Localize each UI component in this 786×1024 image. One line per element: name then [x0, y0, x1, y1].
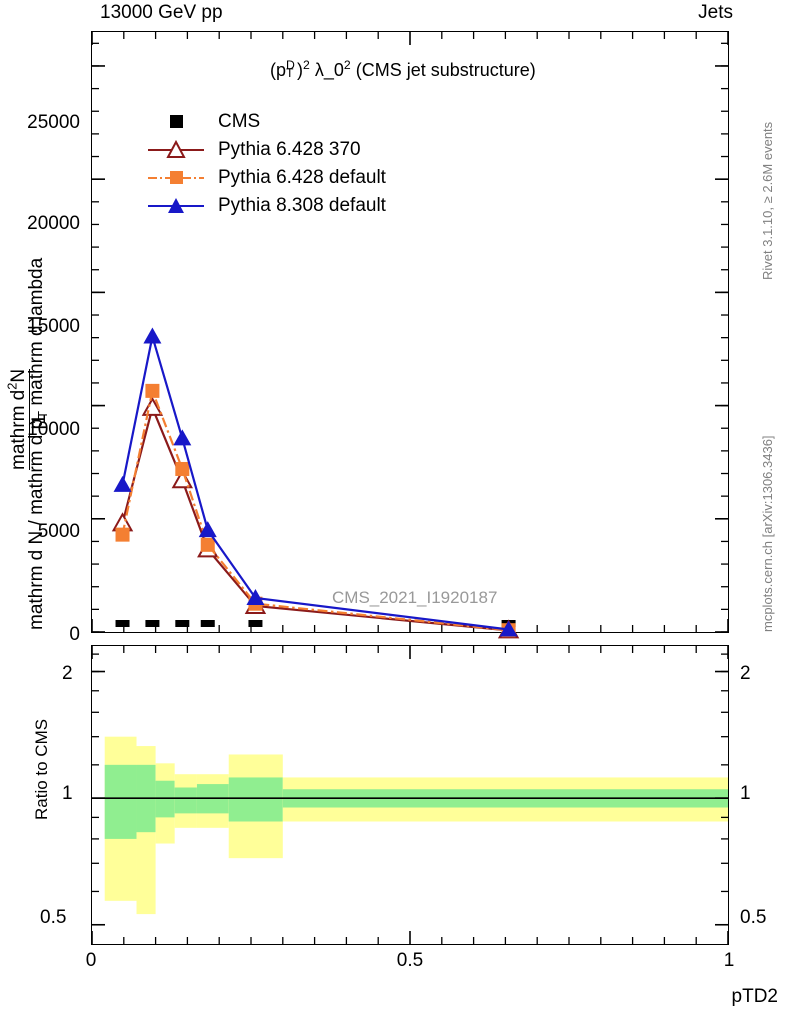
- ratio-ytick-label-0: 2: [62, 663, 73, 684]
- legend-key-filled-triangle: [148, 196, 204, 216]
- legend-key-filled-square: [148, 112, 204, 132]
- main-yaxis-label-num: mathrm d2N: [5, 368, 30, 470]
- plot-title-rest: λ_0: [314, 60, 344, 80]
- legend-entry-2: Pythia 6.428 default: [148, 164, 386, 192]
- plot-title-sub: T: [286, 66, 294, 80]
- xtick-label-0: 0: [85, 950, 97, 971]
- main-ytick-label-2: 15000: [27, 316, 80, 337]
- xtick-label-1: 0.5: [396, 950, 424, 971]
- xtick-label-2: 1: [723, 950, 735, 971]
- plot-title-rest-pow: 2: [343, 58, 351, 72]
- plot-title-paren: (CMS jet substructure): [355, 60, 536, 80]
- main-ytick-label-3: 10000: [27, 419, 80, 440]
- legend-entry-0: CMS: [148, 108, 386, 136]
- legend-key-open-triangle: [148, 139, 204, 160]
- legend-entry-3: Pythia 8.308 default: [148, 192, 386, 220]
- main-yaxis-num-tail: N: [8, 368, 30, 383]
- ratio-ytick-label-1: 1: [62, 783, 73, 804]
- ratio-yaxis-label: Ratio to CMS: [32, 718, 51, 820]
- main-yaxis-label-outer: mathrm d2N 1: [5, 368, 51, 470]
- ratio-ytick-label-right-0: 2: [740, 663, 751, 684]
- ratio-plot-panel: [91, 645, 729, 945]
- plot-title: (p D T)2 λ_02 (CMS jet substructure): [270, 58, 536, 80]
- header-category-label: Jets: [698, 2, 733, 23]
- legend-label-1: Pythia 6.428 370: [218, 139, 361, 160]
- main-yaxis-label-den: 1: [29, 368, 50, 470]
- main-plot-panel: [91, 31, 729, 639]
- dataset-watermark: CMS_2021_I1920187: [332, 588, 498, 607]
- plot-title-sup: D: [286, 58, 295, 72]
- main-yaxis-label-fraction: mathrm d2N 1: [5, 368, 50, 470]
- ratio-ytick-label-2: 0.5: [40, 907, 67, 928]
- ratio-plot-canvas: [91, 646, 729, 944]
- main-ytick-label-0: 25000: [27, 112, 80, 133]
- plot-legend: CMS Pythia 6.428 370 Pythia 6.428 default P…: [148, 108, 386, 220]
- main-yaxis-num-text: mathrm d: [8, 389, 30, 470]
- header-energy-label: 13000 GeV pp: [100, 2, 223, 23]
- main-plot-canvas: [91, 32, 729, 639]
- legend-label-0: CMS: [218, 111, 261, 132]
- ratio-ytick-label-right-1: 1: [740, 783, 751, 804]
- xaxis-label: pTD2: [731, 986, 778, 1007]
- legend-label-2: Pythia 6.428 default: [218, 167, 386, 188]
- legend-key-filled-square: [148, 168, 204, 188]
- main-yaxis-num-sup: 2: [5, 382, 20, 390]
- rivet-version-label: Rivet 3.1.10, ≥ 2.6M events: [760, 121, 775, 280]
- mcplots-source-label: mcplots.cern.ch [arXiv:1306.3436]: [760, 435, 775, 632]
- legend-label-3: Pythia 8.308 default: [218, 195, 386, 216]
- plot-title-pow: 2: [303, 58, 310, 72]
- main-ytick-label-1: 20000: [27, 213, 80, 234]
- ratio-ytick-label-right-2: 0.5: [740, 907, 767, 928]
- main-ytick-label-5: 0: [69, 624, 80, 645]
- plot-title-prefix: (p: [270, 60, 287, 80]
- main-ytick-label-4: 5000: [37, 521, 80, 542]
- legend-entry-1: Pythia 6.428 370: [148, 136, 386, 164]
